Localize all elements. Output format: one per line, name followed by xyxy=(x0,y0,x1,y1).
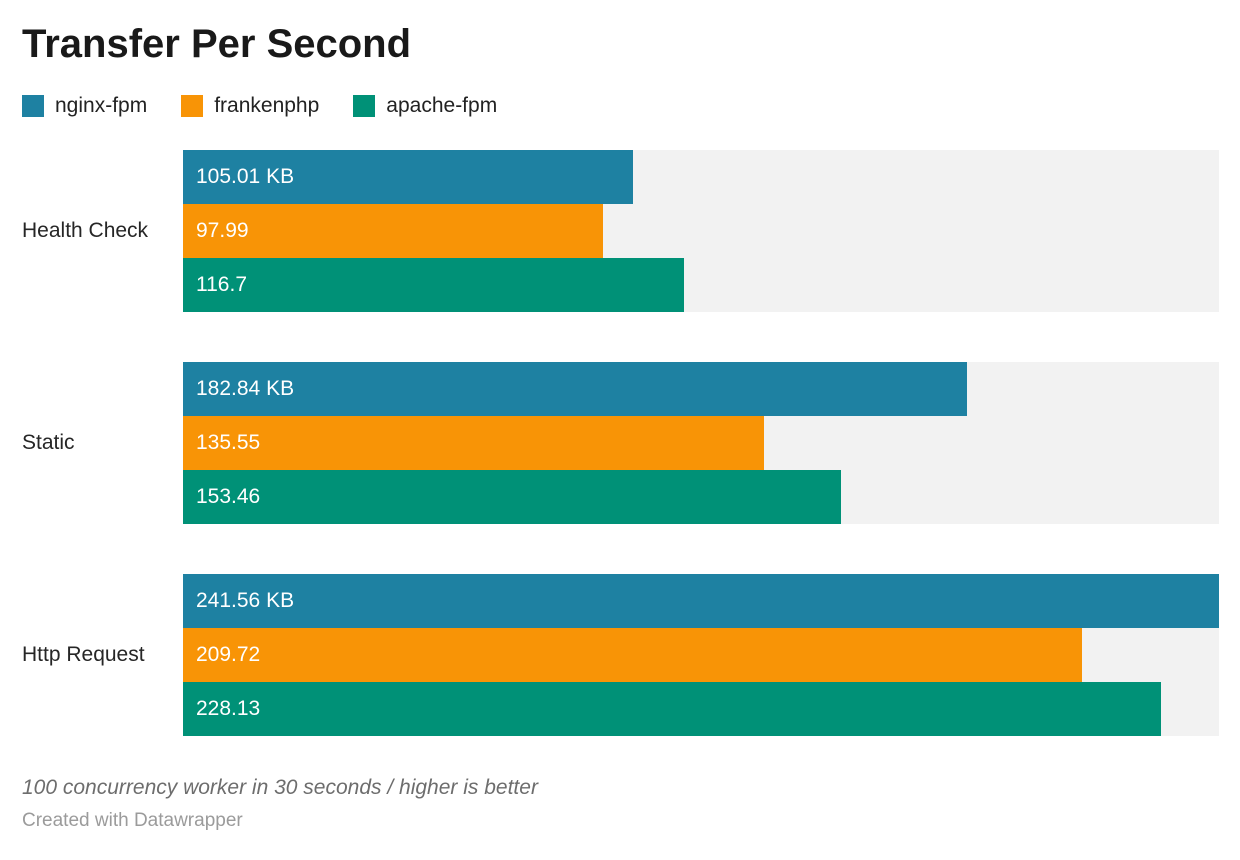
value-label: 97.99 xyxy=(196,219,249,242)
bar-frankenphp: 135.55 xyxy=(183,416,765,470)
bars: 182.84 KB 135.55 153.46 xyxy=(183,362,1219,524)
bar-track: 105.01 KB xyxy=(183,150,1219,204)
bar-group-health-check: Health Check 105.01 KB 97.99 116.7 xyxy=(22,150,1219,312)
category-label: Health Check xyxy=(22,219,149,242)
value-label: 135.55 xyxy=(196,431,261,454)
bar-nginx-fpm: 105.01 KB xyxy=(183,150,634,204)
plot-area: Health Check 105.01 KB 97.99 116.7 Static 182… xyxy=(22,150,1219,736)
bar-track: 135.55 xyxy=(183,416,1219,470)
legend-swatch-apache-fpm xyxy=(353,95,376,117)
bar-nginx-fpm: 182.84 KB xyxy=(183,362,968,416)
bars: 105.01 KB 97.99 116.7 xyxy=(183,150,1219,312)
category-label: Static xyxy=(22,431,75,454)
bar-group-static: Static 182.84 KB 135.55 153.46 xyxy=(22,362,1219,524)
value-label: 153.46 xyxy=(196,485,261,508)
bar-track: 153.46 xyxy=(183,470,1219,524)
bar-track: 182.84 KB xyxy=(183,362,1219,416)
legend-label: apache-fpm xyxy=(386,94,498,117)
value-label: 228.13 xyxy=(196,697,261,720)
bar-track: 241.56 KB xyxy=(183,574,1219,628)
bar-track: 116.7 xyxy=(183,258,1219,312)
legend: nginx-fpm frankenphp apache-fpm xyxy=(22,94,1219,118)
legend-item-apache-fpm: apache-fpm xyxy=(353,94,497,118)
bar-frankenphp: 97.99 xyxy=(183,204,604,258)
attribution: Created with Datawrapper xyxy=(22,810,243,831)
chart-note: 100 concurrency worker in 30 seconds / h… xyxy=(22,776,538,799)
legend-label: nginx-fpm xyxy=(55,94,148,117)
bar-frankenphp: 209.72 xyxy=(183,628,1083,682)
chart-container: Transfer Per Second nginx-fpm frankenphp a… xyxy=(22,22,1219,831)
bar-track: 209.72 xyxy=(183,628,1219,682)
legend-item-frankenphp: frankenphp xyxy=(181,94,319,118)
bar-nginx-fpm: 241.56 KB xyxy=(183,574,1219,628)
value-label: 209.72 xyxy=(196,643,261,666)
value-label: 105.01 KB xyxy=(196,165,295,188)
chart-title: Transfer Per Second xyxy=(22,22,412,66)
legend-swatch-nginx-fpm xyxy=(22,95,44,117)
bar-group-http-request: Http Request 241.56 KB 209.72 228.13 xyxy=(22,574,1219,736)
bar-apache-fpm: 153.46 xyxy=(183,470,842,524)
bar-apache-fpm: 228.13 xyxy=(183,682,1162,736)
bar-track: 97.99 xyxy=(183,204,1219,258)
value-label: 182.84 KB xyxy=(196,377,295,400)
legend-swatch-frankenphp xyxy=(181,95,204,117)
value-label: 241.56 KB xyxy=(196,589,295,612)
legend-label: frankenphp xyxy=(214,94,320,117)
bars: 241.56 KB 209.72 228.13 xyxy=(183,574,1219,736)
bar-apache-fpm: 116.7 xyxy=(183,258,684,312)
category-label: Http Request xyxy=(22,643,145,666)
legend-item-nginx-fpm: nginx-fpm xyxy=(22,94,147,118)
value-label: 116.7 xyxy=(196,273,247,296)
bar-track: 228.13 xyxy=(183,682,1219,736)
